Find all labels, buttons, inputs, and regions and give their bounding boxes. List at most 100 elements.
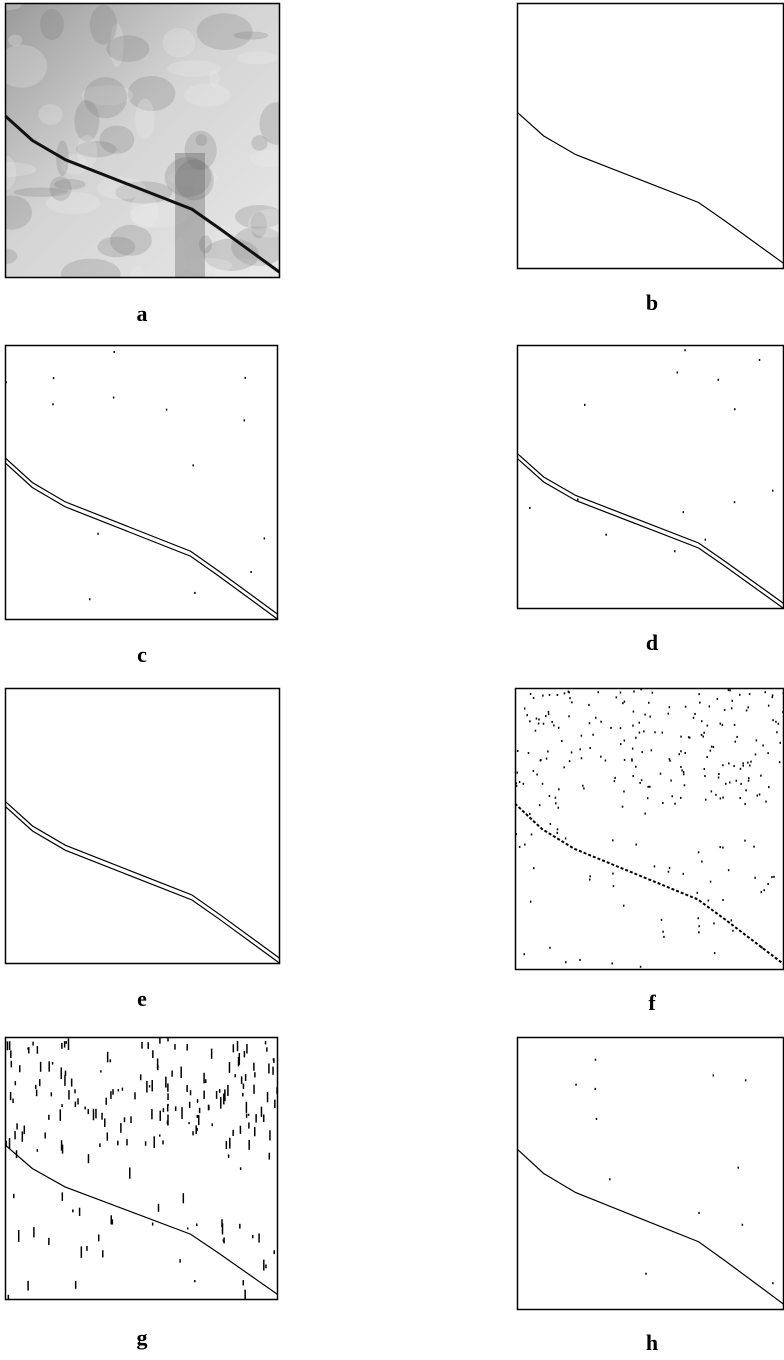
noise	[253, 1062, 255, 1071]
noise	[548, 795, 551, 798]
noise	[558, 788, 560, 791]
noise	[225, 1140, 228, 1150]
noise	[621, 805, 624, 808]
texture	[46, 191, 101, 215]
texture	[236, 51, 279, 65]
noise	[733, 501, 736, 504]
crack	[517, 111, 784, 265]
panel	[516, 1036, 784, 1311]
noise	[52, 377, 55, 380]
noise	[692, 716, 695, 719]
noise	[203, 1090, 205, 1099]
noise	[730, 919, 733, 922]
noise	[17, 1229, 20, 1242]
noise	[244, 1074, 247, 1082]
panel	[4, 2, 281, 279]
texture	[5, 155, 17, 190]
noise	[7, 1294, 10, 1300]
noise	[588, 722, 591, 725]
noise	[63, 1041, 66, 1048]
noise	[61, 1104, 63, 1107]
noise	[755, 739, 758, 742]
noise	[224, 1089, 226, 1102]
texture	[5, 161, 37, 177]
noise	[698, 931, 700, 934]
noise	[706, 724, 709, 727]
noise	[250, 571, 252, 574]
noise	[779, 741, 781, 744]
noise	[59, 1109, 62, 1122]
noise	[243, 1050, 246, 1058]
noise	[613, 780, 616, 783]
panel-label: d	[646, 630, 658, 655]
noise	[683, 784, 686, 787]
texture	[106, 35, 150, 63]
crack	[5, 800, 280, 959]
texture	[248, 208, 280, 238]
photo	[5, 3, 280, 278]
noise	[9, 1091, 12, 1101]
noise	[684, 752, 686, 755]
noise	[203, 1072, 205, 1084]
texture	[60, 258, 121, 278]
noise	[704, 538, 707, 541]
noise	[694, 897, 697, 900]
noise	[262, 1114, 265, 1123]
crack	[5, 1144, 278, 1296]
panel-border	[516, 344, 784, 610]
noise	[668, 706, 671, 709]
noise	[220, 1096, 222, 1109]
noise	[641, 751, 643, 754]
texture	[259, 102, 280, 145]
noise	[14, 1081, 17, 1086]
noise	[104, 1118, 106, 1128]
noise	[227, 1154, 230, 1159]
noise	[772, 1282, 774, 1285]
texture	[83, 76, 128, 119]
noise	[747, 779, 750, 782]
noise	[152, 1050, 154, 1059]
noise	[680, 750, 682, 753]
noise	[247, 1113, 250, 1116]
noise	[535, 717, 538, 720]
noise	[734, 740, 737, 743]
noise	[683, 773, 685, 776]
noise	[565, 961, 567, 964]
panel-content	[5, 350, 278, 620]
noise	[547, 713, 550, 716]
noise	[166, 1104, 169, 1112]
noise	[129, 1167, 131, 1179]
panel-content	[515, 688, 784, 968]
noise	[144, 1141, 147, 1146]
noise	[246, 1044, 248, 1054]
noise	[771, 876, 773, 879]
noise	[101, 1112, 103, 1120]
noise	[39, 1061, 42, 1072]
noise	[698, 1211, 700, 1214]
noise	[120, 1123, 122, 1133]
noise	[713, 922, 715, 925]
noise	[681, 769, 683, 772]
texture	[96, 177, 146, 200]
noise	[684, 705, 687, 708]
noise	[87, 1108, 90, 1115]
noise	[719, 797, 722, 800]
noise	[579, 958, 581, 961]
noise	[547, 750, 549, 753]
panel-border	[514, 687, 784, 971]
noise	[557, 806, 560, 809]
panel-border	[516, 2, 784, 270]
noise	[778, 761, 781, 764]
noise	[232, 1044, 235, 1053]
noise	[189, 1090, 192, 1096]
noise	[553, 724, 555, 727]
noise	[14, 1131, 16, 1140]
noise	[232, 1129, 234, 1137]
noise	[589, 878, 591, 881]
noise	[44, 1132, 46, 1139]
noise	[523, 953, 525, 956]
noise	[722, 899, 724, 902]
noise	[735, 779, 738, 782]
noise	[542, 694, 544, 697]
texture	[49, 176, 72, 201]
